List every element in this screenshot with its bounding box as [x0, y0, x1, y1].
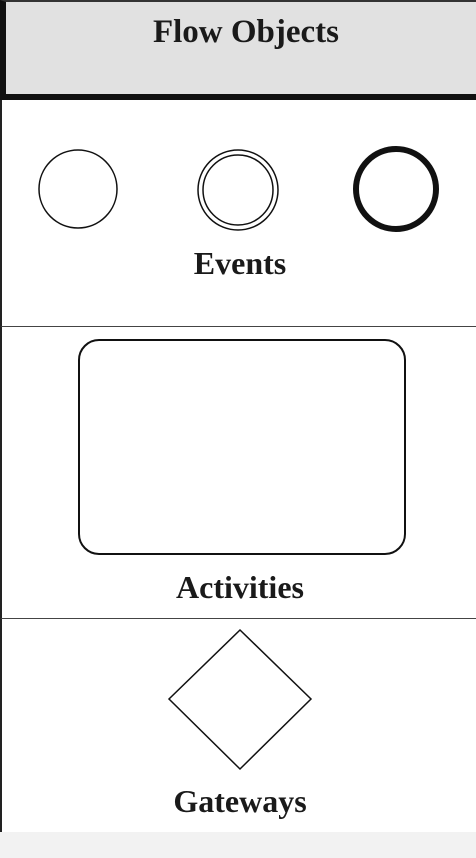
activities-section: Activities: [0, 327, 476, 619]
gateway-diamond: [167, 628, 313, 771]
intermediate-event-circle: [197, 149, 279, 231]
event-shapes: [38, 146, 439, 232]
activity-shapes: [78, 339, 406, 555]
activities-label: Activities: [176, 569, 304, 605]
flow-objects-header: Flow Objects: [0, 0, 476, 100]
activity-rounded-rectangle: [78, 339, 406, 555]
gateways-label: Gateways: [173, 783, 307, 819]
end-event-circle: [353, 146, 439, 232]
flow-objects-panel: Flow Objects Events Activities Gateways: [0, 0, 476, 832]
gateways-section: Gateways: [0, 619, 476, 832]
gateway-shapes: [167, 628, 313, 771]
events-section: Events: [0, 100, 476, 327]
events-label: Events: [193, 245, 287, 281]
start-event-circle: [38, 149, 118, 229]
header-title: Flow Objects: [152, 14, 340, 50]
